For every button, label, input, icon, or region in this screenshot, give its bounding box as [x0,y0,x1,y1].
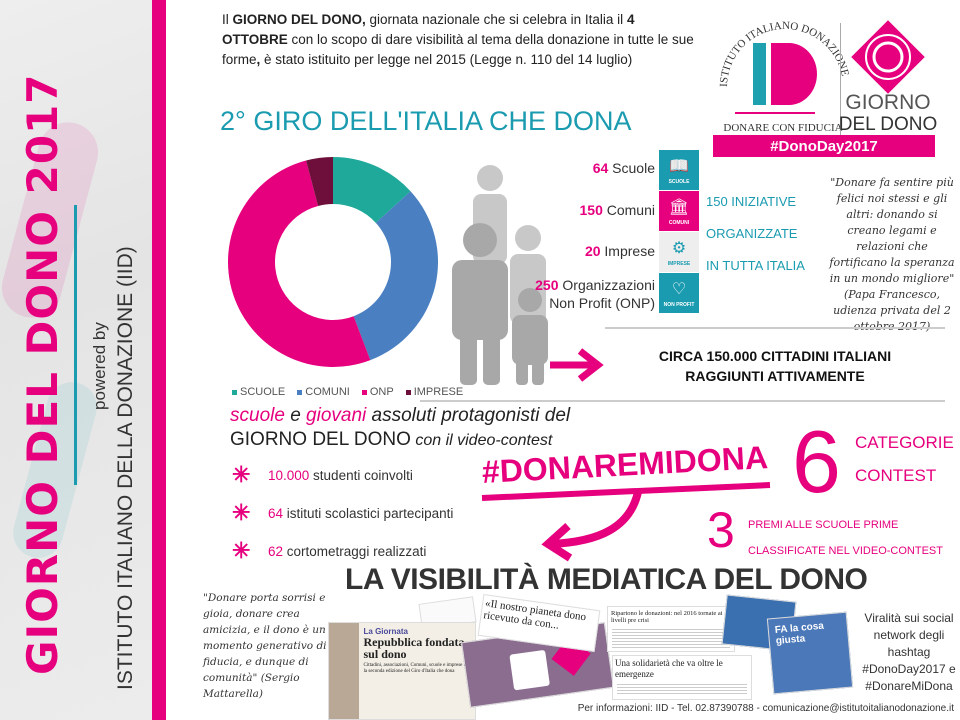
legend-swatch [297,389,303,395]
mattarella-quote: "Donare porta sorrisi e gioia, donare cr… [203,592,327,700]
legend-item-imprese: IMPRESE [405,386,464,398]
donut-chart [228,157,439,367]
legend-label: COMUNI [305,386,350,398]
powered-by-label: powered by [90,322,109,410]
asterisk-icon: ✳ [232,462,251,487]
chart-legend: SCUOLE COMUNI ONP IMPRESE [232,386,463,398]
svg-text:#DonoDay2017: #DonoDay2017 [770,138,878,155]
institute-name: ISTITUTO ITALIANO DELLA DONAZIONE (IID) [114,246,137,690]
pope-quote: "Donare fa sentire più felici noi stessi… [829,176,955,333]
hashtag-banner [713,135,935,157]
giro-title: 2° GIRO DELL'ITALIA CHE DONA [220,106,632,136]
logo-monogram-d [771,43,817,105]
visibility-title: LA VISIBILITÀ MEDIATICA DEL DONO [345,563,868,596]
stat-imprese: 20 Imprese [584,243,655,259]
legend-label: ONP [369,386,394,398]
heart-icon: ♡ NON PROFIT [659,273,699,313]
press-clipping-donazioni: Ripartono le donazioni: nel 2016 tornate… [607,606,735,652]
initiatives-text: 150 INIZIATIVE ORGANIZZATE IN TUTTA ITALIA [706,194,805,273]
giorno-del-dono-emblem [851,20,925,94]
donut-slice-imprese [306,157,333,206]
legend-swatch [232,389,237,395]
stat-onp: 250 Organizzazioni Non Profit (ONP) [535,277,655,311]
stat-scuole: 64 Scuole [592,160,655,176]
building-icon: 🏛 COMUNI [659,191,699,231]
divider-line [420,400,945,402]
stat-comuni: 150 Comuni [579,202,656,218]
citizens-reached: CIRCA 150.000 CITTADINI ITALIANI RAGGIUNT… [658,348,892,384]
press-clipping-fa-la-cosa-giusta: FA la cosa giusta [766,611,854,695]
categories-label: CATEGORIE CONTEST [855,433,954,485]
sidebar-title: GIORNO DEL DONO 2017 [18,73,67,676]
divider-line [605,327,945,329]
arrow-right-icon [550,348,604,382]
people-silhouette-icon [452,165,548,385]
legend-swatch [361,389,367,395]
sidebar-panel: GIORNO DEL DONO 2017 powered by ISTITUTO… [0,0,152,720]
prizes-number: 3 [707,502,735,558]
asterisk-icon: ✳ [232,538,251,563]
logo-tagline: DONARE CON FIDUCIA [723,122,842,134]
bullet-shorts: 62 cortometraggi realizzati [268,544,427,559]
svg-text:GIORNO: GIORNO [845,91,930,114]
legend-label: SCUOLE [240,386,286,398]
legend-swatch [405,389,411,395]
categories-number: 6 [792,412,841,511]
donut-slice-scuole [333,157,411,223]
legend-item-scuole: SCUOLE [232,386,285,398]
press-clipping-giornata: La Giornata Repubblica fondata sul dono … [328,622,476,720]
asterisk-icon: ✳ [232,500,251,525]
gears-icon: ⚙ IMPRESE [659,232,699,272]
intro-text: Il GIORNO DEL DONO, giornata nazionale c… [222,12,694,67]
prizes-label: PREMI ALLE SCUOLE PRIME CLASSIFICATE NEL … [748,519,943,557]
virality-text: Viralità sui social network degli hashta… [862,611,956,693]
press-clipping-solidarieta: Una solidarietà che va oltre le emergenz… [612,655,752,700]
bullet-institutes: 64 istituti scolastici partecipanti [268,506,454,521]
pink-stripe [152,0,166,720]
book-icon: 📖 SCUOLE [659,150,699,190]
bullet-students: 10.000 studenti coinvolti [268,468,413,483]
donut-slice-onp [228,160,371,367]
curved-arrow-icon [481,482,771,562]
schools-headline: scuole e giovani assoluti protagonisti d… [230,405,571,450]
svg-text:DEL DONO: DEL DONO [839,114,938,135]
logo-monogram-i [753,43,766,105]
legend-label: IMPRESE [413,386,464,398]
legend-item-comuni: COMUNI [297,386,350,398]
footer-contact: Per informazioni: IID - Tel. 02.87390788… [577,703,954,714]
legend-item-onp: ONP [361,386,394,398]
logo-block: ISTITUTO ITALIANO DONAZIONE DONARE CON F… [705,5,955,157]
divider-line [74,205,77,485]
donut-slice-comuni [353,191,439,361]
logo-iid: ISTITUTO ITALIANO DONAZIONE DONARE CON F… [713,20,938,157]
